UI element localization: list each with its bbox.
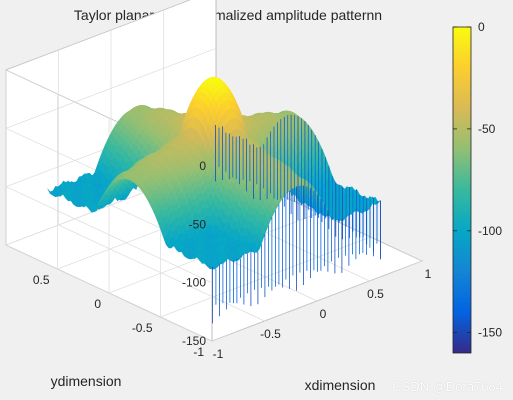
z-tick-label: 0	[199, 159, 206, 173]
colorbar-tick-label: -50	[478, 122, 496, 136]
watermark: CSDN @Dora7684	[392, 379, 503, 394]
colorbar: 0 -50 -100 -150	[452, 20, 502, 354]
colorbar-tick-label: 0	[478, 20, 485, 34]
x-axis-label: xdimension	[305, 377, 376, 393]
x-tick-label: -0.5	[260, 327, 281, 341]
y-tick-label: 0	[94, 297, 101, 311]
y-axis-label: ydimension	[51, 373, 122, 389]
colorbar-tick-label: -150	[478, 326, 502, 340]
surface-patch	[375, 197, 382, 204]
chart-title: Taylor planar array normalized amplitude…	[74, 7, 382, 23]
y-tick-label: -1	[193, 345, 204, 359]
surface-plot	[47, 76, 382, 324]
x-tick-label: 0	[320, 307, 327, 321]
axes-tick-labels: 0-50-100-150-1-0.500.51-1-0.500.51	[33, 159, 432, 361]
plot-axes-3d: 0-50-100-150-1-0.500.51-1-0.500.51	[5, 0, 432, 361]
z-tick-label: -50	[189, 217, 207, 231]
colorbar-gradient	[452, 26, 472, 354]
colorbar-ticks: 0 -50 -100 -150	[453, 20, 502, 340]
x-tick-label: -1	[213, 347, 224, 361]
x-tick-label: 0.5	[367, 287, 384, 301]
z-tick-label: -150	[182, 334, 206, 348]
z-tick-label: -100	[182, 276, 206, 290]
colorbar-tick-label: -100	[478, 224, 502, 238]
x-tick-label: 1	[425, 267, 432, 281]
y-tick-label: -0.5	[132, 321, 153, 335]
y-tick-label: 0.5	[33, 273, 50, 287]
